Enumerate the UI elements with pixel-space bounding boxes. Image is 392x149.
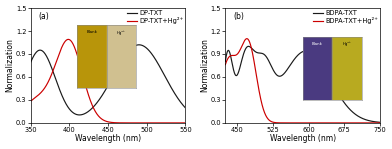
DP-TXT xyxy=(137,44,142,46)
BDPA-TXT+Hg²⁺ xyxy=(345,122,350,124)
BDPA-TXT xyxy=(378,121,383,123)
DP-TXT xyxy=(151,54,155,56)
Y-axis label: Normalization: Normalization xyxy=(200,39,209,92)
Line: BDPA-TXT: BDPA-TXT xyxy=(225,46,380,122)
DP-TXT+Hg²⁺ xyxy=(183,122,188,124)
DP-TXT xyxy=(77,114,82,116)
X-axis label: Wavelength (nm): Wavelength (nm) xyxy=(270,134,336,143)
DP-TXT+Hg²⁺ xyxy=(36,94,41,96)
Legend: BDPA-TXT, BDPA-TXT+Hg²⁺: BDPA-TXT, BDPA-TXT+Hg²⁺ xyxy=(312,9,379,25)
Text: (a): (a) xyxy=(38,11,49,21)
BDPA-TXT xyxy=(345,106,350,107)
DP-TXT xyxy=(183,107,188,109)
Line: DP-TXT: DP-TXT xyxy=(31,45,185,115)
DP-TXT xyxy=(36,49,41,51)
BDPA-TXT xyxy=(298,52,303,54)
BDPA-TXT+Hg²⁺ xyxy=(245,38,249,39)
BDPA-TXT xyxy=(373,121,378,123)
Legend: DP-TXT, DP-TXT+Hg²⁺: DP-TXT, DP-TXT+Hg²⁺ xyxy=(126,9,184,25)
DP-TXT xyxy=(28,61,33,63)
BDPA-TXT xyxy=(294,56,299,58)
DP-TXT xyxy=(179,102,183,104)
DP-TXT+Hg²⁺ xyxy=(150,122,155,124)
Line: DP-TXT+Hg²⁺: DP-TXT+Hg²⁺ xyxy=(31,39,185,123)
BDPA-TXT+Hg²⁺ xyxy=(373,122,378,124)
DP-TXT+Hg²⁺ xyxy=(28,100,33,102)
DP-TXT+Hg²⁺ xyxy=(104,120,109,122)
BDPA-TXT+Hg²⁺ xyxy=(231,55,236,56)
DP-TXT xyxy=(100,95,104,97)
DP-TXT xyxy=(179,102,183,104)
DP-TXT xyxy=(104,88,109,90)
Y-axis label: Normalization: Normalization xyxy=(5,39,15,92)
DP-TXT+Hg²⁺ xyxy=(100,118,104,120)
BDPA-TXT xyxy=(231,68,236,69)
Text: (b): (b) xyxy=(233,11,244,21)
BDPA-TXT+Hg²⁺ xyxy=(223,64,228,66)
BDPA-TXT xyxy=(246,45,251,47)
BDPA-TXT+Hg²⁺ xyxy=(373,122,378,124)
DP-TXT+Hg²⁺ xyxy=(179,122,183,124)
BDPA-TXT+Hg²⁺ xyxy=(294,122,299,124)
BDPA-TXT xyxy=(223,60,228,62)
X-axis label: Wavelength (nm): Wavelength (nm) xyxy=(75,134,141,143)
DP-TXT+Hg²⁺ xyxy=(66,38,71,40)
DP-TXT+Hg²⁺ xyxy=(179,122,183,124)
BDPA-TXT xyxy=(373,121,378,123)
Line: BDPA-TXT+Hg²⁺: BDPA-TXT+Hg²⁺ xyxy=(225,39,380,123)
BDPA-TXT+Hg²⁺ xyxy=(378,122,383,124)
BDPA-TXT+Hg²⁺ xyxy=(298,122,303,124)
